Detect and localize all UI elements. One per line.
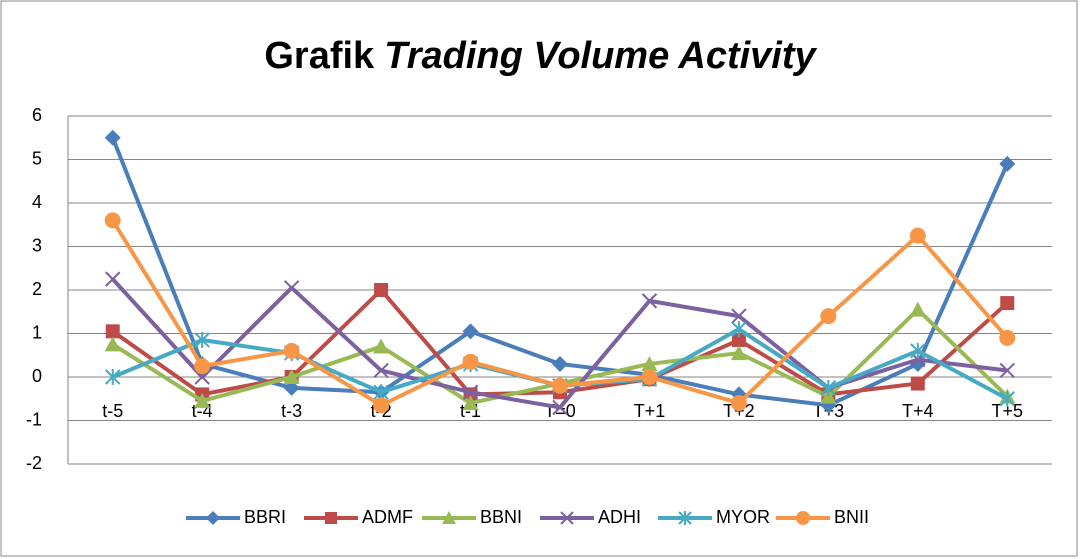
marker [462,353,479,370]
marker [373,338,390,354]
marker [552,355,568,372]
y-tick-label: -2 [26,453,42,473]
legend-item: ADHI [540,507,641,527]
x-tick-label: t-5 [102,401,123,421]
marker [194,392,211,408]
legend-label: BBRI [244,507,286,527]
marker [194,332,210,349]
marker [1000,296,1015,311]
marker [462,323,479,340]
marker [731,333,746,348]
marker [325,512,337,524]
marker [909,301,926,317]
marker [206,511,220,525]
marker [999,390,1015,407]
marker [641,355,658,371]
marker [105,369,121,385]
chart-title: Grafik Trading Volume Activity [264,35,817,77]
title-italic: Trading Volume Activity [384,35,817,77]
marker [999,362,1015,379]
marker [105,271,121,287]
marker [641,369,658,385]
marker [731,321,747,338]
legend-label: ADMF [362,507,413,527]
legend-label: ADHI [598,507,641,527]
marker [910,376,925,391]
x-tick-label: t-3 [281,401,302,421]
marker [373,362,389,379]
marker [194,358,211,375]
marker [552,399,568,416]
marker [373,397,390,414]
legend-item: BBNI [422,507,522,527]
marker [104,212,121,229]
legend-item: ADMF [304,507,413,527]
x-tick-label: T+4 [902,401,934,421]
marker [999,329,1016,346]
y-tick-label: 0 [32,366,42,386]
legend-item: BBRI [186,507,286,527]
marker [442,511,456,524]
marker [730,345,747,361]
marker [283,280,300,296]
x-tick-label: T+5 [992,401,1024,421]
y-tick-label: 1 [32,322,42,342]
marker [730,395,747,412]
y-tick-label: 4 [32,192,42,212]
marker [678,511,692,525]
marker [731,308,747,324]
marker [283,342,300,359]
marker [462,384,479,400]
marker [820,388,837,404]
y-tick-label: 6 [32,105,42,125]
y-tick-label: 3 [32,235,42,255]
marker [560,511,574,525]
marker [104,129,121,146]
marker [796,511,810,525]
marker [641,293,658,309]
marker [999,155,1016,172]
title-plain: Grafik [264,35,375,77]
x-tick-label: T+1 [634,401,666,421]
legend-label: BBNI [480,507,522,527]
y-tick-label: 5 [32,148,42,168]
y-tick-label: 2 [32,279,42,299]
marker [820,379,837,396]
marker [104,336,121,352]
marker [820,308,837,325]
y-tick-label: -1 [26,409,42,429]
marker [462,395,479,411]
legend-item: MYOR [658,507,770,527]
marker [283,369,300,384]
marker [105,324,120,339]
marker [374,283,389,297]
series [104,212,1016,414]
marker [909,227,926,244]
legend-label: BNII [834,507,869,527]
marker [910,342,926,359]
marker [552,377,568,394]
series [105,271,1015,416]
legend-item: BNII [776,507,869,527]
legend-label: MYOR [716,507,770,527]
